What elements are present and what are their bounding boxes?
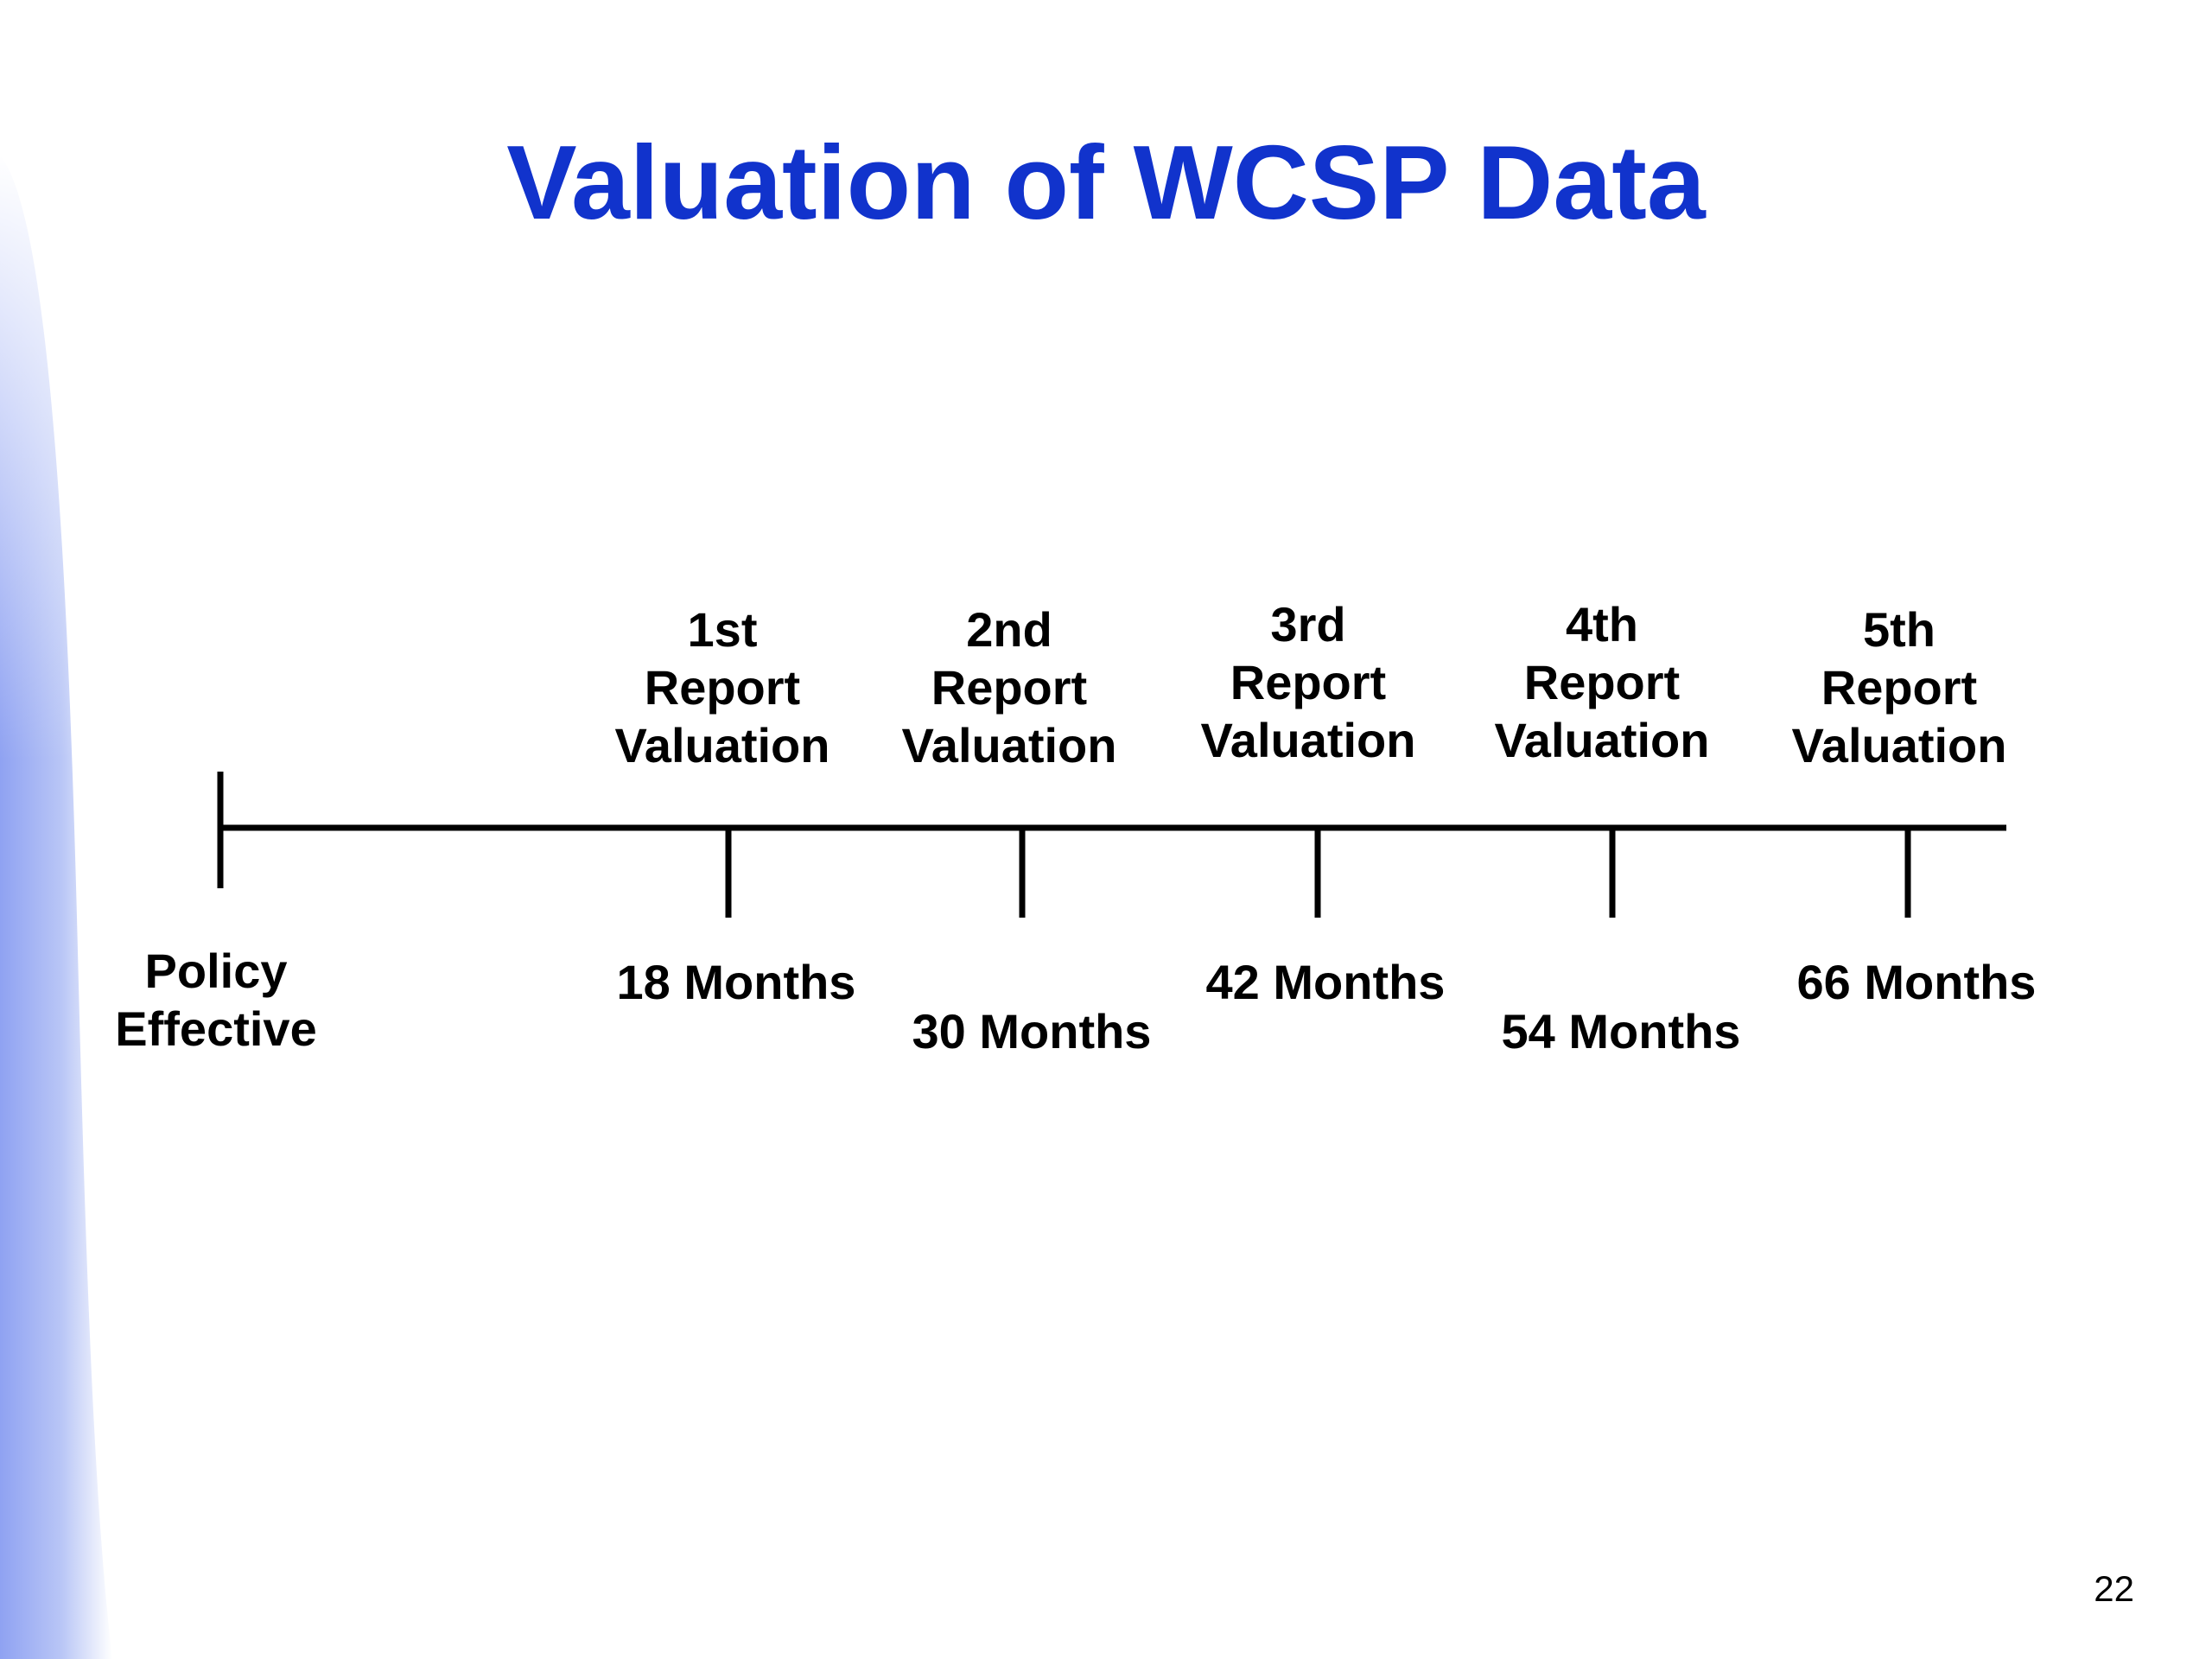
left-edge-fade [0, 156, 121, 760]
valuation-word: Valuation [1791, 718, 2007, 772]
months-text: 54 Months [1501, 1004, 1741, 1058]
months-label-1: 18 Months [572, 953, 900, 1011]
valuation-word: Valuation [1494, 713, 1710, 767]
policy-effective-line1: Policy [144, 944, 288, 998]
page-number: 22 [2094, 1568, 2134, 1609]
valuation-label-5: 5th Report Valuation [1735, 601, 2063, 774]
valuation-word: Valuation [614, 718, 830, 772]
valuation-report: Report [644, 660, 801, 715]
valuation-ordinal: 1st [687, 602, 758, 657]
months-label-5: 66 Months [1752, 953, 2081, 1011]
valuation-report: Report [1230, 655, 1387, 709]
valuation-label-3: 3rd Report Valuation [1144, 595, 1472, 769]
valuation-report: Report [931, 660, 1088, 715]
valuation-report: Report [1523, 655, 1681, 709]
months-label-4: 54 Months [1457, 1002, 1785, 1060]
valuation-ordinal: 4th [1566, 597, 1638, 652]
months-text: 30 Months [912, 1004, 1152, 1058]
valuation-report: Report [1821, 660, 1978, 715]
valuation-ordinal: 3rd [1270, 597, 1346, 652]
valuation-label-2: 2nd Report Valuation [845, 601, 1173, 774]
valuation-ordinal: 2nd [966, 602, 1052, 657]
months-text: 42 Months [1205, 955, 1446, 1009]
policy-effective-label: Policy Effective [52, 942, 380, 1058]
months-text: 18 Months [616, 955, 856, 1009]
months-label-3: 42 Months [1161, 953, 1490, 1011]
months-text: 66 Months [1796, 955, 2037, 1009]
policy-effective-line2: Effective [115, 1001, 317, 1056]
valuation-label-1: 1st Report Valuation [558, 601, 887, 774]
valuation-label-4: 4th Report Valuation [1438, 595, 1766, 769]
valuation-word: Valuation [901, 718, 1117, 772]
months-label-2: 30 Months [868, 1002, 1196, 1060]
valuation-ordinal: 5th [1863, 602, 1936, 657]
valuation-word: Valuation [1200, 713, 1416, 767]
slide-title: Valuation of WCSP Data [506, 124, 1706, 241]
